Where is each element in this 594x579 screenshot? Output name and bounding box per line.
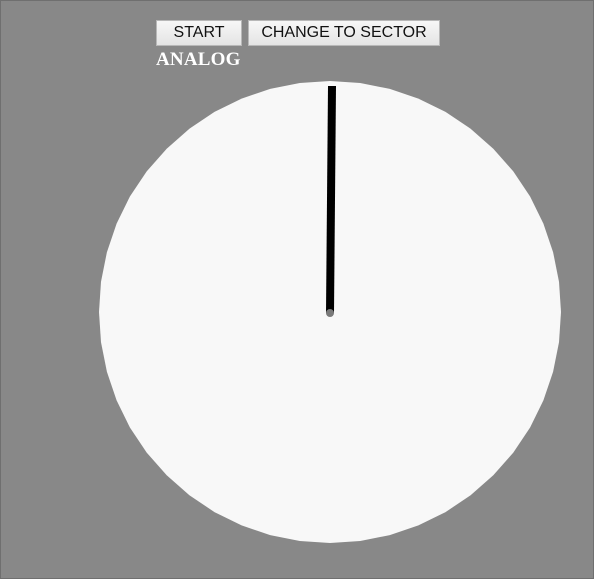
mode-label: ANALOG <box>156 49 241 70</box>
toolbar: START CHANGE TO SECTOR <box>156 20 440 46</box>
change-to-sector-button[interactable]: CHANGE TO SECTOR <box>248 20 440 46</box>
dial-hand <box>326 85 336 314</box>
start-button[interactable]: START <box>156 20 242 46</box>
dial-pivot <box>326 309 334 317</box>
